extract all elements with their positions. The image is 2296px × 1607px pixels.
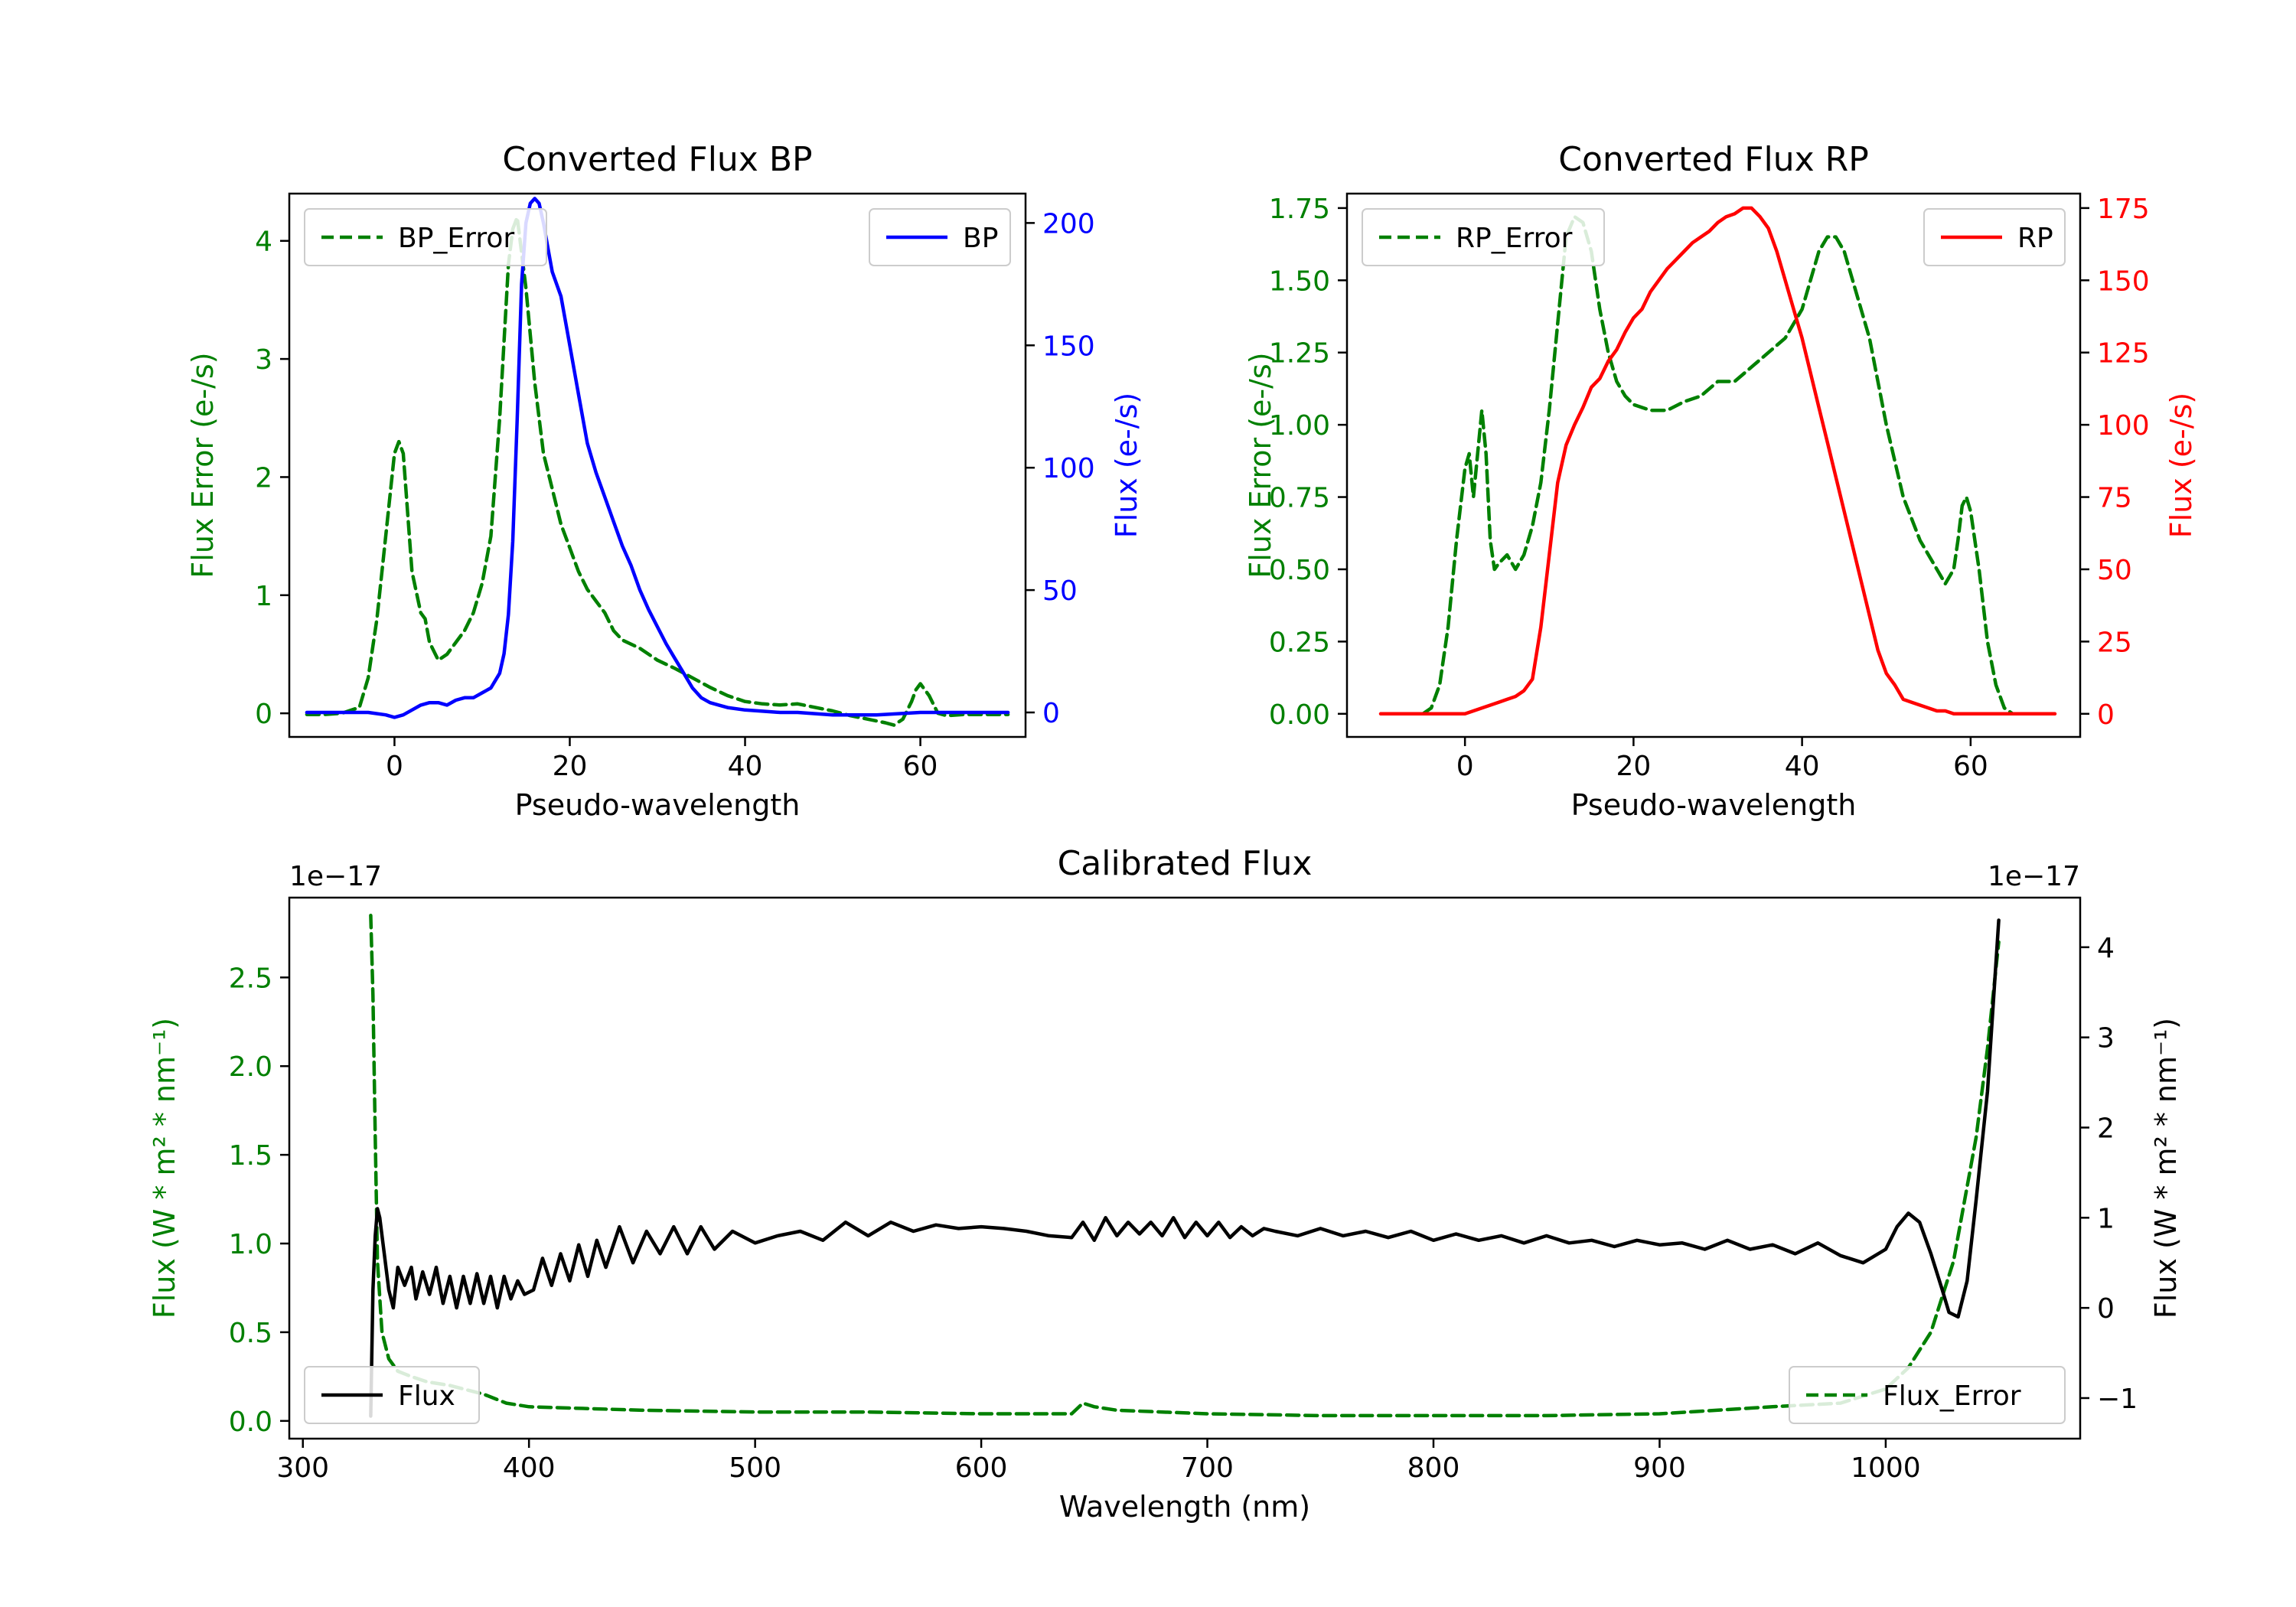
right-tick-label: 50	[1042, 575, 1078, 607]
right-tick-label: 100	[1042, 453, 1095, 484]
x-tick-label: 700	[1181, 1452, 1234, 1484]
left-tick-label: 0	[255, 699, 272, 730]
x-tick-label: 20	[553, 751, 588, 782]
left-offset-text: 1e−17	[289, 861, 382, 892]
left-tick-label: 0.5	[229, 1318, 272, 1349]
left-tick-label: 0.25	[1269, 627, 1330, 658]
legend-flux: Flux	[304, 1366, 480, 1424]
right-tick-label: 100	[2097, 410, 2150, 442]
right-tick-label: 150	[1042, 331, 1095, 362]
right-axis-label: Flux (e-/s)	[1110, 393, 1143, 538]
left-tick-label: 0.50	[1269, 555, 1330, 586]
right-tick-label: 125	[2097, 338, 2150, 370]
left-tick-label: 1.0	[229, 1229, 272, 1260]
legend-label: BP	[963, 223, 998, 254]
legend-rp-error: RP_Error	[1362, 208, 1605, 266]
right-tick-label: 175	[2097, 194, 2150, 225]
left-axis-label: Flux (W * m² * nm⁻¹)	[148, 1018, 181, 1319]
legend-label: Flux_Error	[1883, 1380, 2021, 1412]
right-tick-label: 50	[2097, 555, 2132, 586]
x-axis-label: Wavelength (nm)	[1059, 1490, 1310, 1524]
legend-box	[1362, 208, 1605, 266]
x-tick-label: 60	[903, 751, 938, 782]
right-tick-label: −1	[2097, 1384, 2138, 1415]
series-bp	[305, 197, 1010, 719]
legend-box	[304, 1366, 480, 1424]
x-tick-label: 800	[1407, 1452, 1460, 1484]
right-tick-label: 4	[2097, 933, 2115, 964]
legend-bp-error: BP_Error	[304, 208, 547, 266]
x-tick-label: 900	[1633, 1452, 1686, 1484]
x-axis-label: Pseudo-wavelength	[1571, 788, 1857, 822]
left-tick-label: 0.00	[1269, 699, 1330, 731]
x-tick-label: 40	[1785, 751, 1820, 782]
legend-flux-error: Flux_Error	[1789, 1366, 2066, 1424]
right-tick-label: 3	[2097, 1023, 2115, 1054]
left-tick-label: 2	[255, 462, 272, 494]
left-tick-label: 0.0	[229, 1407, 272, 1438]
series-flux	[369, 918, 2001, 1418]
right-tick-label: 75	[2097, 483, 2132, 514]
legend-box	[304, 208, 547, 266]
axes-frame	[288, 896, 2082, 1440]
right-tick-label: 1	[2097, 1203, 2115, 1234]
chart-bp: 0 20 40 60 Pseudo-wavelength 0 1 2 3 4 Flux Error …	[186, 140, 1143, 822]
series-rp	[1378, 206, 2057, 716]
left-tick-label: 2.0	[229, 1051, 272, 1083]
x-tick-label: 400	[503, 1452, 556, 1484]
left-axis-label: Flux Error (e-/s)	[1244, 352, 1277, 578]
chart-title: Calibrated Flux	[1058, 844, 1313, 883]
left-tick-label: 1.50	[1269, 266, 1330, 297]
left-tick-label: 1.00	[1269, 410, 1330, 442]
series-bp-error	[305, 215, 1010, 727]
x-axis-label: Pseudo-wavelength	[515, 788, 801, 822]
x-tick-label: 0	[386, 751, 403, 782]
axes-frame	[288, 192, 1027, 738]
legend-bp: BP	[869, 208, 1011, 266]
left-tick-label: 1.75	[1269, 194, 1330, 225]
right-tick-label: 2	[2097, 1113, 2115, 1144]
chart-title: Converted Flux BP	[502, 140, 812, 179]
axes-frame	[1345, 192, 2082, 738]
right-tick-label: 0	[1042, 698, 1060, 729]
x-tick-label: 300	[276, 1452, 329, 1484]
x-tick-label: 60	[1953, 751, 1988, 782]
x-tick-label: 40	[728, 751, 763, 782]
series-rp-error	[1420, 214, 2015, 716]
right-axis-label: Flux (W * m² * nm⁻¹)	[2149, 1018, 2183, 1319]
legend-label: RP_Error	[1456, 223, 1573, 254]
legend-label: Flux	[398, 1380, 455, 1412]
right-tick-label: 25	[2097, 627, 2132, 658]
right-offset-text: 1e−17	[1988, 861, 2080, 892]
left-tick-label: 4	[255, 227, 272, 258]
left-tick-label: 1	[255, 581, 272, 612]
x-tick-label: 500	[729, 1452, 781, 1484]
chart-calibrated: 300 400 500 600 700 800 900 1000 Wavelength (nm)…	[148, 844, 2183, 1524]
x-tick-label: 1000	[1851, 1452, 1921, 1484]
left-tick-label: 1.5	[229, 1140, 272, 1172]
left-tick-label: 0.75	[1269, 483, 1330, 514]
legend-rp: RP	[1923, 208, 2066, 266]
left-tick-label: 3	[255, 344, 272, 376]
x-tick-label: 0	[1456, 751, 1474, 782]
legend-label: RP	[2017, 223, 2053, 254]
right-tick-label: 0	[2097, 1293, 2115, 1325]
x-tick-label: 20	[1616, 751, 1651, 782]
right-axis-label: Flux (e-/s)	[2164, 393, 2198, 538]
x-tick-label: 600	[955, 1452, 1008, 1484]
left-axis-label: Flux Error (e-/s)	[186, 352, 220, 578]
chart-title: Converted Flux RP	[1558, 140, 1869, 179]
left-tick-label: 1.25	[1269, 338, 1330, 370]
right-tick-label: 200	[1042, 208, 1095, 240]
legend-label: BP_Error	[398, 223, 514, 254]
right-tick-label: 0	[2097, 699, 2115, 731]
right-tick-label: 150	[2097, 266, 2150, 297]
chart-rp: 0 20 40 60 Pseudo-wavelength 0.00 0.25 0.50 0.75…	[1244, 140, 2198, 822]
left-tick-label: 2.5	[229, 963, 272, 994]
legend-box	[1789, 1366, 2066, 1424]
